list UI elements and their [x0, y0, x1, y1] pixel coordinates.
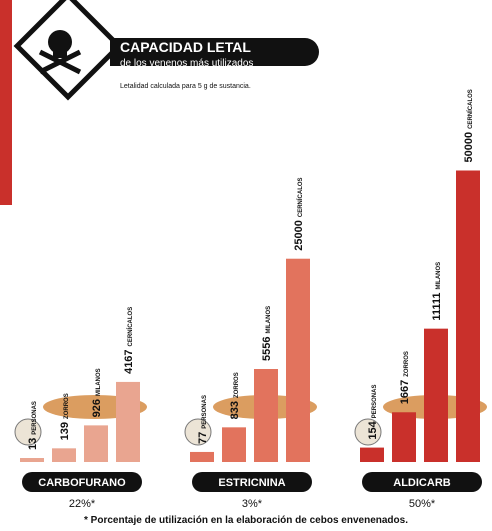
group-usage: 50%*: [409, 498, 436, 510]
bar-value: 1667: [399, 380, 411, 404]
bar-label: 154PERSONAS: [367, 385, 379, 440]
group-usage: 3%*: [242, 498, 263, 510]
bar-unit: ZORROS: [404, 351, 410, 377]
infographic: CAPACIDAD LETAL de los venenos más utili…: [0, 0, 492, 531]
group-name: ALDICARB: [393, 477, 450, 489]
bar-unit: PERSONAS: [202, 395, 208, 429]
bar: [20, 458, 44, 462]
bar: [392, 412, 416, 462]
bar-label: 926 MILANOS: [91, 368, 103, 417]
bar-unit: ZORROS: [64, 393, 70, 419]
bar-unit: CERNÍCALOS: [466, 89, 474, 129]
bar-value: 13: [27, 438, 39, 450]
bar-label: 4167 CERNÍCALOS: [123, 307, 135, 374]
bar-unit: ZORROS: [234, 372, 240, 398]
bar-value: 926: [91, 399, 103, 417]
bar-label: 25000 CERNÍCALOS: [293, 177, 305, 250]
bar-label: 5556 MILANOS: [261, 306, 273, 361]
bar-value: 4167: [123, 349, 135, 373]
bar-label: 1667 ZORROS: [399, 351, 411, 404]
bar: [254, 369, 278, 462]
bar-unit: CERNÍCALOS: [126, 307, 134, 347]
footnote: * Porcentaje de utilización en la elabor…: [84, 515, 408, 526]
bar-value: 833: [229, 401, 241, 419]
note: Letalidad calculada para 5 g de sustanci…: [120, 83, 251, 90]
bar-unit: PERSONAS: [32, 401, 38, 435]
bar-value: 11111: [431, 292, 443, 320]
bar-value: 25000: [293, 220, 305, 251]
bar-unit: CERNÍCALOS: [296, 177, 304, 217]
bar-value: 77: [197, 432, 209, 444]
bar-label: 833 ZORROS: [229, 372, 241, 419]
bar-label: 50000 CERNÍCALOS: [463, 89, 475, 162]
skull-icon: [17, 0, 119, 97]
side-strip: [0, 0, 12, 205]
bar-unit: MILANOS: [436, 262, 442, 290]
bar-unit: PERSONAS: [372, 385, 378, 419]
bar: [190, 452, 214, 462]
bar: [116, 382, 140, 462]
bar-unit: MILANOS: [96, 368, 102, 396]
group-name: ESTRICNINA: [218, 477, 285, 489]
bar-label: 11111 MILANOS: [431, 262, 443, 321]
bar-value: 154: [367, 420, 379, 439]
bar-value: 5556: [261, 337, 273, 361]
bar: [360, 448, 384, 462]
bar-value: 139: [59, 422, 71, 440]
bar: [286, 259, 310, 462]
bar: [84, 425, 108, 462]
group-usage: 22%*: [69, 498, 96, 510]
group-name: CARBOFURANO: [38, 477, 126, 489]
bar: [424, 329, 448, 462]
subtitle: de los venenos más utilizados: [120, 58, 253, 69]
title: CAPACIDAD LETAL: [120, 39, 251, 55]
bar: [52, 448, 76, 462]
bar-unit: MILANOS: [266, 306, 272, 334]
bar: [456, 170, 480, 462]
bar-value: 50000: [463, 132, 475, 163]
bar: [222, 427, 246, 462]
